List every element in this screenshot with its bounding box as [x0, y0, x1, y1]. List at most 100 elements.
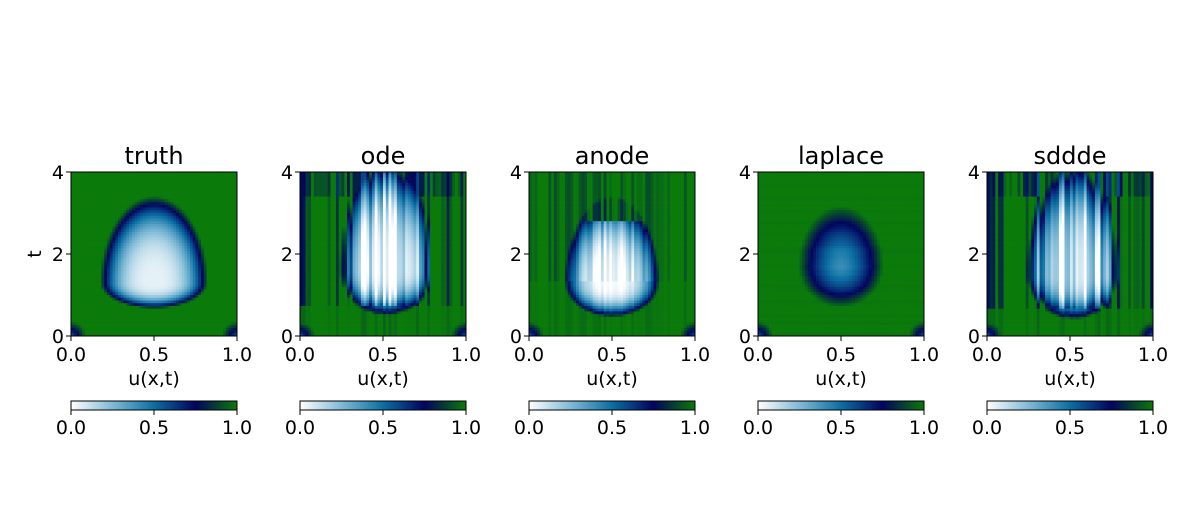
- heatmap-cell: [170, 202, 174, 206]
- heatmap-cell: [104, 226, 108, 230]
- heatmap-cell: [142, 221, 147, 225]
- heatmap-cell: [106, 319, 111, 323]
- heatmap-cell: [231, 256, 235, 260]
- heatmap-cell: [170, 199, 174, 203]
- heatmap-cell: [173, 303, 177, 307]
- heatmap-cell: [148, 210, 152, 214]
- heatmap-cell: [189, 185, 194, 189]
- heatmap-cell: [71, 196, 75, 200]
- heatmap-cell: [195, 248, 199, 252]
- heatmap-cell: [402, 177, 406, 181]
- heatmap-cell: [413, 182, 417, 187]
- heatmap-cell: [156, 251, 160, 255]
- heatmap-cell: [104, 245, 108, 249]
- heatmap-cell: [234, 204, 238, 208]
- heatmap-cell: [225, 284, 230, 288]
- heatmap-cell: [192, 308, 196, 312]
- heatmap-cell: [129, 303, 133, 307]
- heatmap-cell: [76, 245, 80, 249]
- heatmap-cell: [137, 254, 141, 258]
- heatmap-cell: [234, 215, 238, 219]
- heatmap-cell: [145, 207, 149, 211]
- heatmap-cell: [173, 207, 177, 211]
- heatmap-cell: [82, 297, 86, 301]
- heatmap-cell: [366, 229, 370, 233]
- heatmap-cell: [322, 180, 326, 184]
- heatmap-cell: [167, 273, 171, 277]
- heatmap-cell: [176, 275, 180, 279]
- heatmap-cell: [441, 210, 445, 214]
- heatmap-cell: [151, 275, 155, 279]
- heatmap-cell: [95, 185, 100, 189]
- heatmap-cell: [189, 333, 194, 337]
- heatmap-cell: [374, 177, 378, 181]
- heatmap-cell: [206, 207, 210, 211]
- heatmap-cell: [165, 322, 169, 326]
- heatmap-cell: [228, 177, 232, 181]
- heatmap-cell: [148, 221, 152, 225]
- heatmap-cell: [192, 316, 196, 320]
- heatmap-cell: [184, 196, 188, 200]
- heatmap-cell: [335, 185, 340, 189]
- colorbar-segment: [81, 401, 84, 410]
- heatmap-cell: [118, 210, 122, 214]
- heatmap-cell: [115, 207, 119, 211]
- heatmap-cell: [137, 240, 141, 244]
- heatmap-cell: [349, 188, 353, 192]
- heatmap-cell: [234, 297, 238, 301]
- heatmap-cell: [178, 234, 183, 238]
- heatmap-cell: [203, 229, 207, 233]
- heatmap-cell: [308, 172, 312, 176]
- heatmap-cell: [228, 264, 232, 269]
- heatmap-cell: [209, 229, 213, 233]
- heatmap-cell: [198, 207, 202, 211]
- heatmap-cell: [148, 232, 152, 236]
- heatmap-cell: [95, 322, 100, 326]
- heatmap-cell: [424, 202, 428, 206]
- heatmap-cell: [151, 254, 155, 258]
- heatmap-cell: [220, 237, 224, 241]
- heatmap-cell: [388, 202, 392, 206]
- heatmap-cell: [308, 221, 312, 225]
- heatmap-cell: [95, 259, 100, 263]
- heatmap-cell: [421, 191, 425, 195]
- heatmap-cell: [457, 210, 461, 214]
- heatmap-cell: [120, 251, 124, 255]
- heatmap-cell: [206, 305, 210, 310]
- heatmap-cell: [71, 330, 75, 334]
- heatmap-cell: [73, 319, 77, 323]
- heatmap-cell: [369, 221, 373, 225]
- heatmap-cell: [176, 319, 180, 323]
- heatmap-cell: [115, 202, 119, 206]
- y-tick-label: 0: [52, 326, 64, 348]
- heatmap-cell: [402, 174, 406, 178]
- heatmap-cell: [234, 218, 238, 222]
- heatmap-cell: [120, 204, 124, 208]
- heatmap-cell: [93, 180, 97, 184]
- heatmap-cell: [427, 191, 431, 195]
- heatmap-cell: [435, 182, 439, 187]
- heatmap-cell: [225, 308, 230, 312]
- heatmap-cell: [394, 177, 398, 181]
- heatmap-cell: [195, 305, 199, 310]
- heatmap-cell: [189, 278, 194, 282]
- heatmap-cell: [167, 278, 171, 282]
- heatmap-cell: [223, 314, 227, 318]
- heatmap-cell: [214, 193, 218, 197]
- heatmap-cell: [165, 254, 169, 258]
- heatmap-cell: [90, 327, 94, 331]
- heatmap-cell: [220, 273, 224, 277]
- heatmap-cell: [170, 273, 174, 277]
- heatmap-cell: [93, 300, 97, 304]
- heatmap-cell: [341, 177, 345, 181]
- heatmap-cell: [385, 180, 389, 184]
- heatmap-cell: [181, 237, 185, 241]
- colorbar-segment: [180, 401, 184, 410]
- heatmap-cell: [87, 226, 91, 230]
- heatmap-cell: [173, 322, 177, 326]
- heatmap-cell: [217, 308, 221, 312]
- heatmap-cell: [231, 254, 235, 258]
- heatmap-cell: [212, 213, 216, 217]
- heatmap-cell: [148, 245, 152, 249]
- heatmap-cell: [142, 275, 147, 279]
